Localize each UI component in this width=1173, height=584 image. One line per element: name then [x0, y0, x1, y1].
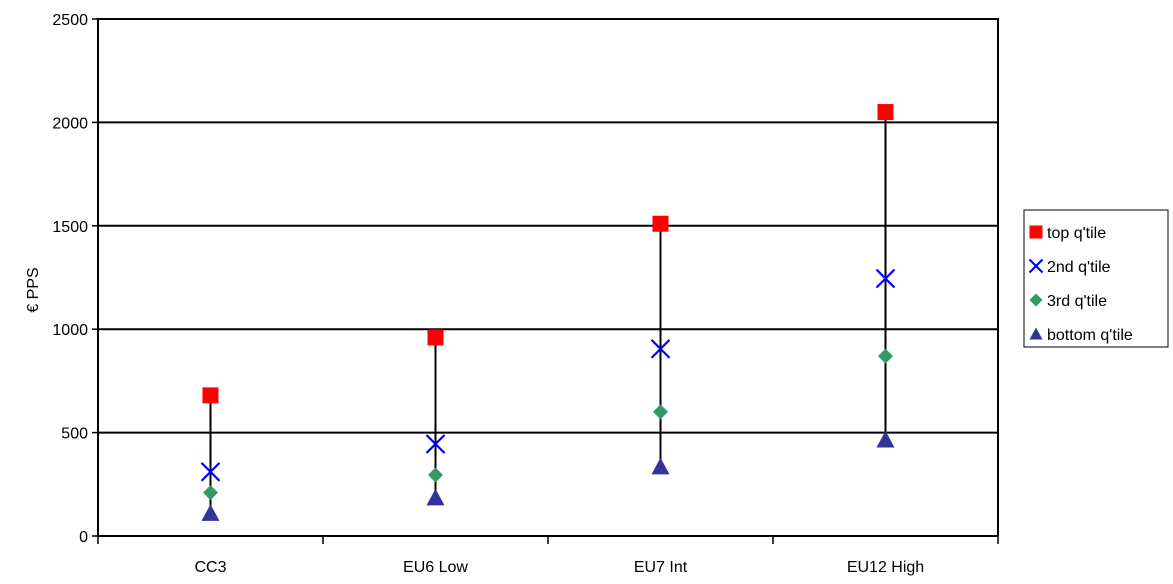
- legend-frame: [1023, 209, 1169, 348]
- marker-series0-point3: [877, 104, 894, 121]
- marker-series0-point2: [652, 215, 669, 232]
- y-tick-label-1: 500: [61, 426, 88, 443]
- x-tick-label-3: EU12 High: [847, 559, 924, 576]
- y-axis: 0 500 1000 1500 2000 2500: [52, 12, 98, 546]
- legend-marker-1: [1028, 258, 1044, 274]
- legend-label-0: top q'tile: [1047, 225, 1106, 242]
- legend: top q'tile 2nd q'tile 3rd q'tile bottom q't…: [1023, 209, 1169, 348]
- marker-series2-point0: [203, 485, 218, 501]
- x-tick-label-0: CC3: [194, 559, 226, 576]
- marker-series3-point2: [651, 457, 670, 475]
- y-tick-label-3: 1500: [52, 219, 88, 236]
- marker-series1-point0: [200, 462, 221, 482]
- legend-label-1: 2nd q'tile: [1047, 259, 1111, 276]
- legend-marker-2: [1029, 293, 1043, 307]
- marker-series3-point3: [876, 430, 895, 448]
- legend-label-3: bottom q'tile: [1047, 327, 1133, 344]
- marker-series3-point0: [201, 504, 220, 521]
- legend-marker-0: [1029, 225, 1043, 239]
- marker-series2-point2: [653, 404, 668, 420]
- y-axis-title: € PPS: [25, 267, 42, 312]
- marker-series0-point0: [202, 387, 219, 404]
- marker-series1-point3: [875, 268, 896, 289]
- legend-marker-3: [1029, 327, 1043, 340]
- marker-series2-point1: [428, 467, 443, 483]
- x-axis: CC3 EU6 Low EU7 Int EU12 High: [97, 536, 999, 576]
- y-tick-label-2: 1000: [52, 322, 88, 339]
- gridlines: [98, 121, 998, 434]
- plot-area-frame: [97, 18, 999, 537]
- legend-label-2: 3rd q'tile: [1047, 293, 1107, 310]
- y-tick-label-5: 2500: [52, 12, 88, 29]
- x-tick-label-2: EU7 Int: [634, 559, 688, 576]
- data-markers: [200, 104, 896, 521]
- y-tick-label-0: 0: [79, 529, 88, 546]
- x-tick-label-1: EU6 Low: [403, 559, 468, 576]
- marker-series1-point2: [650, 339, 671, 359]
- marker-series3-point1: [426, 488, 445, 506]
- marker-series1-point1: [425, 434, 446, 454]
- marker-series0-point1: [427, 329, 444, 346]
- marker-series2-point3: [878, 348, 893, 364]
- y-tick-label-4: 2000: [52, 115, 88, 132]
- range-lines: [209, 112, 887, 514]
